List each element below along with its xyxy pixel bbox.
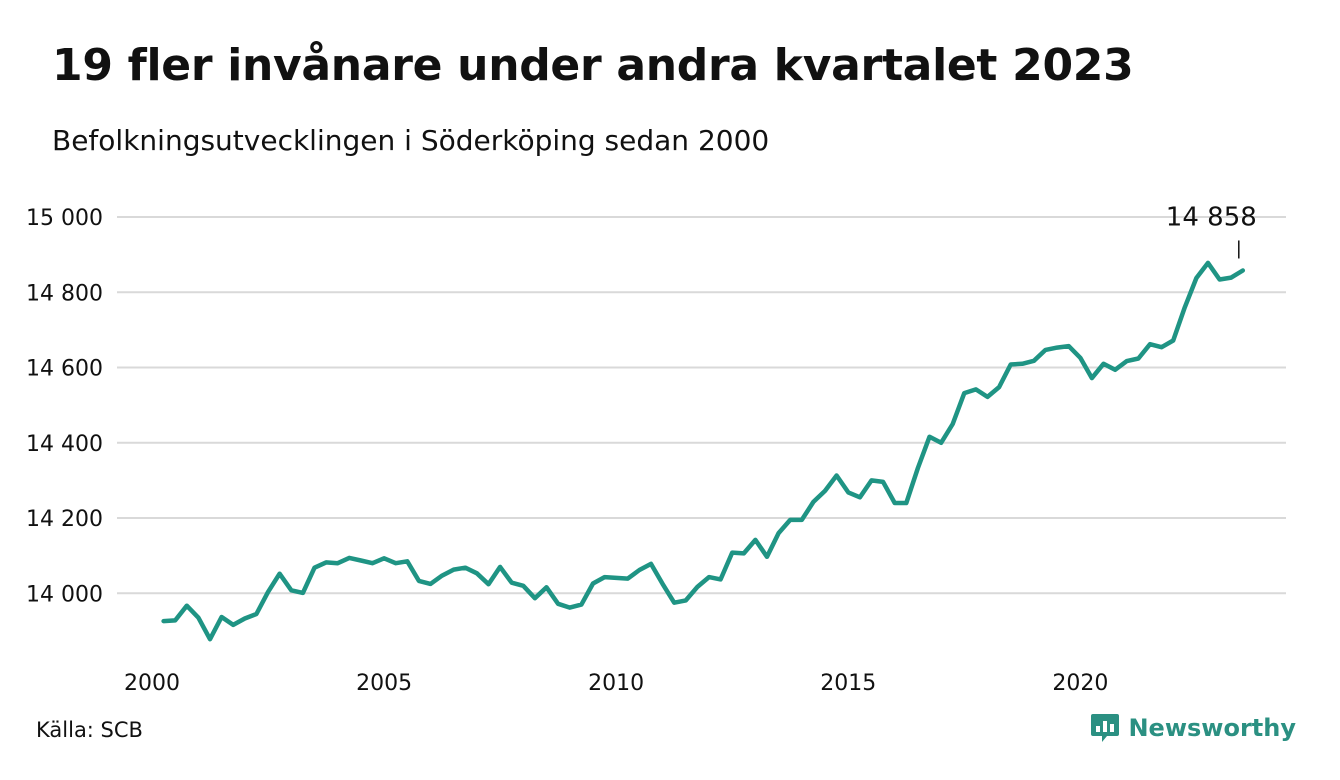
x-tick-label: 2000	[124, 671, 180, 696]
y-tick-label: 14 000	[26, 582, 103, 607]
series-layer	[161, 260, 1246, 642]
y-tick-label: 15 000	[26, 206, 103, 231]
brand: Newsworthy	[1090, 712, 1296, 744]
source-label: Källa: SCB	[36, 718, 143, 742]
x-tick-label: 2020	[1052, 671, 1108, 696]
chart-subtitle: Befolkningsutvecklingen i Söderköping se…	[52, 124, 770, 157]
annotation-layer: 14 858	[1166, 202, 1257, 259]
y-tick-label: 14 200	[26, 507, 103, 532]
x-tick-label: 2010	[588, 671, 644, 696]
x-tick-label: 2005	[356, 671, 412, 696]
grid-lines	[117, 216, 1286, 595]
annotation-label: 14 858	[1166, 202, 1257, 232]
y-tick-label: 14 400	[26, 432, 103, 457]
x-axis-tick-labels: 2000 2005 2010 2015 2020	[124, 671, 1108, 696]
chart-title: 19 fler invånare under andra kvartalet 2…	[52, 40, 1134, 91]
y-axis-tick-labels: 14 000 14 200 14 400 14 600 14 800 15 000	[26, 206, 103, 607]
series-line	[161, 260, 1246, 642]
newsworthy-logo-icon	[1091, 714, 1120, 742]
x-tick-label: 2015	[820, 671, 876, 696]
y-tick-label: 14 800	[26, 281, 103, 306]
brand-name: Newsworthy	[1128, 714, 1296, 742]
y-tick-label: 14 600	[26, 357, 103, 382]
